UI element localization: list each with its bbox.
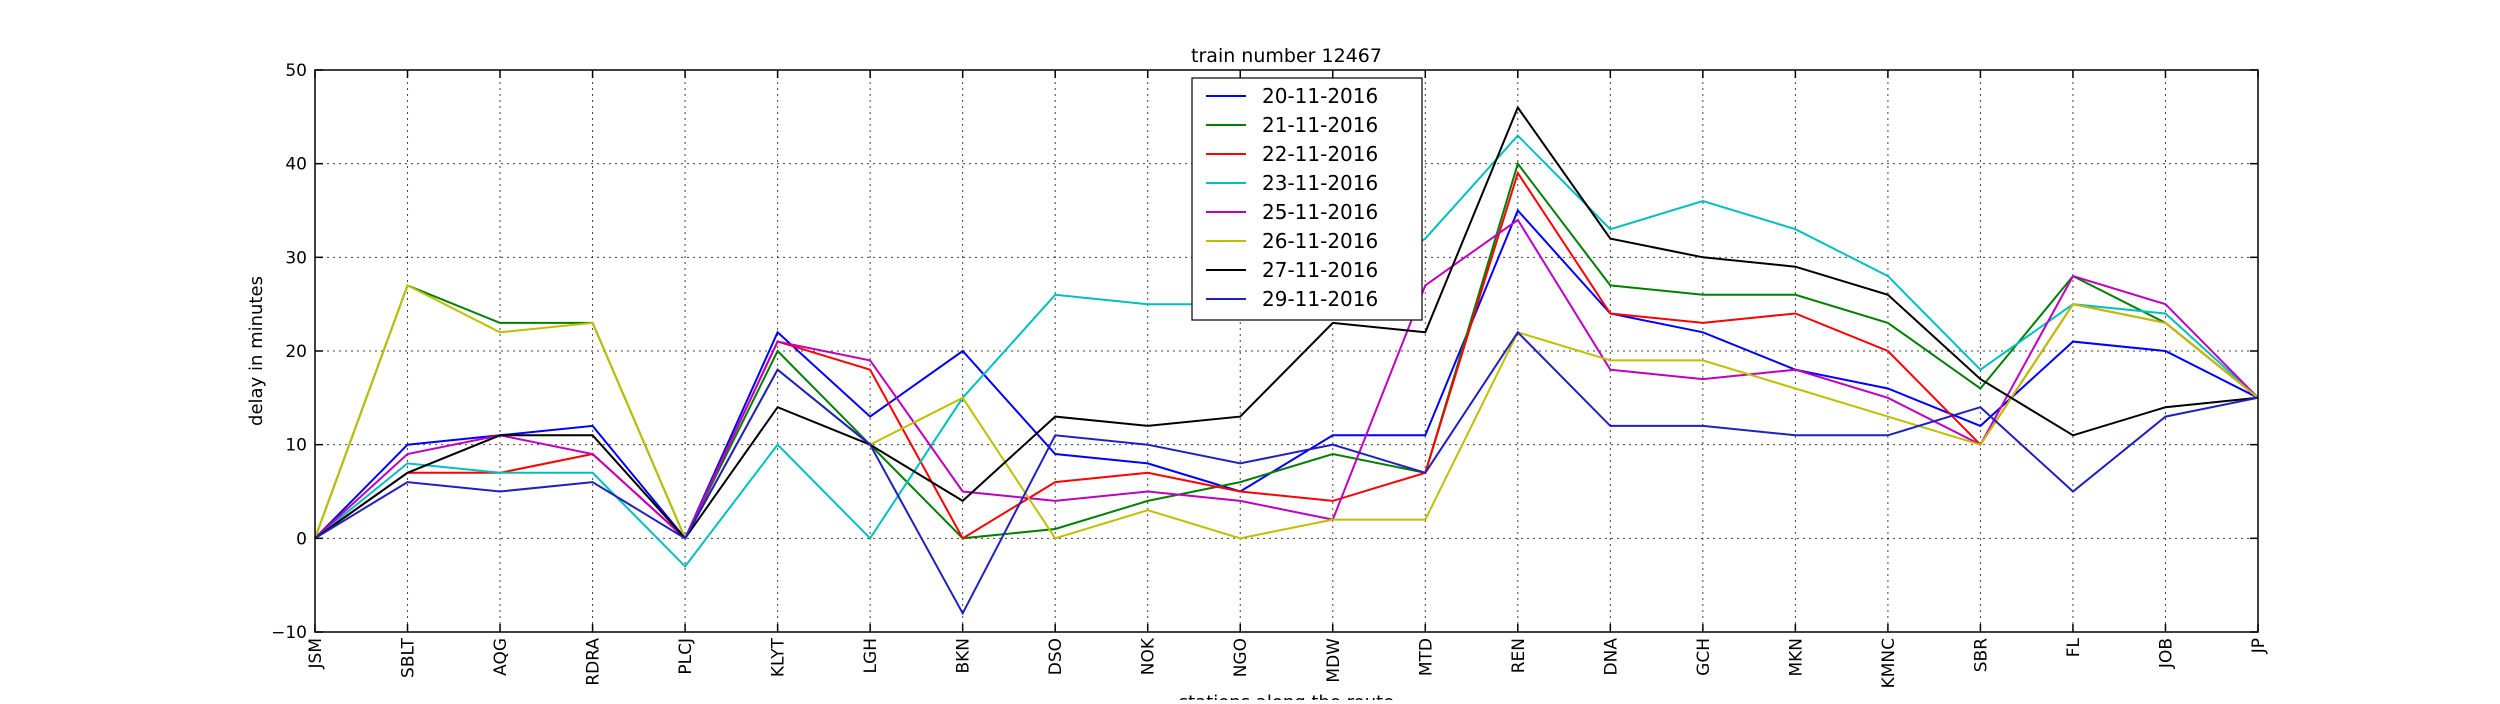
series-line-20-11-2016	[314, 208, 2259, 541]
y-tick-label: 40	[285, 155, 307, 175]
series-line-27-11-2016	[314, 105, 2259, 540]
legend-entry-label: 25-11-2016	[1262, 200, 1378, 224]
legend-entry-label: 20-11-2016	[1262, 84, 1378, 108]
legend-entry-label: 23-11-2016	[1262, 171, 1378, 195]
x-tick-label: REN	[1509, 638, 1529, 673]
x-tick-label: MTD	[1416, 638, 1436, 676]
x-tick-label: DSO	[1046, 638, 1066, 675]
x-tick-label: GCH	[1694, 638, 1714, 676]
y-tick-label: 30	[285, 248, 307, 268]
y-tick-label: 10	[285, 436, 307, 456]
x-tick-label: KMNC	[1879, 638, 1899, 688]
axis-ticks: −10 0 10 20 30 40 50 JSM SBLT AQG RDRA PLCJ KLYT LGH B…	[271, 61, 2269, 688]
y-tick-label: 20	[285, 342, 307, 362]
x-tick-label: RDRA	[584, 638, 604, 686]
x-tick-label: KLYT	[769, 637, 789, 677]
x-tick-label: LGH	[861, 638, 881, 673]
legend-entry-label: 26-11-2016	[1262, 229, 1378, 253]
legend: 20-11-2016 21-11-2016 22-11-2016 23-11-2016…	[1191, 77, 1423, 321]
chart-title: train number 12467	[1191, 45, 1382, 67]
x-tick-label: AQG	[491, 638, 511, 676]
x-axis-label: stations along the route	[1179, 692, 1394, 700]
x-tick-label: NGO	[1231, 638, 1251, 677]
x-tick-label: MKN	[1786, 638, 1806, 677]
x-tick-label: MDW	[1324, 638, 1344, 683]
legend-box	[1191, 77, 1423, 321]
y-tick-label: 0	[296, 529, 307, 549]
x-tick-label: DNA	[1601, 638, 1621, 676]
legend-entry-label: 21-11-2016	[1262, 113, 1378, 137]
x-tick-label: BKN	[954, 638, 974, 674]
x-tick-label: JSM	[306, 638, 326, 669]
x-tick-label: FL	[2064, 637, 2084, 657]
y-axis-label: delay in minutes	[246, 276, 267, 426]
x-tick-label: SBR	[1971, 638, 1991, 672]
series-line-26-11-2016	[314, 283, 2259, 541]
series-line-29-11-2016	[314, 330, 2259, 616]
legend-entry-label: 29-11-2016	[1262, 287, 1378, 311]
legend-entry-label: 22-11-2016	[1262, 142, 1378, 166]
x-tick-label: JOB	[2156, 638, 2176, 669]
x-tick-label: NOK	[1139, 637, 1159, 675]
y-tick-label: −10	[271, 623, 307, 643]
x-tick-label: SBLT	[399, 637, 419, 678]
y-tick-label: 50	[285, 61, 307, 81]
x-tick-label: JP	[2249, 638, 2269, 654]
x-tick-label: PLCJ	[676, 638, 696, 675]
legend-entry-label: 27-11-2016	[1262, 258, 1378, 282]
